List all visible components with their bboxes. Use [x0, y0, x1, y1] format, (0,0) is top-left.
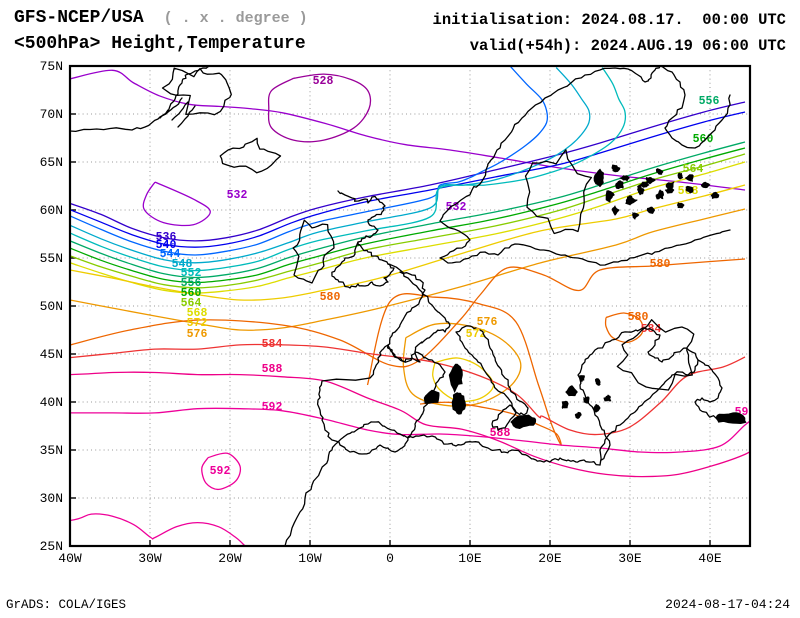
svg-text:10W: 10W [298, 551, 322, 566]
svg-text:30W: 30W [138, 551, 162, 566]
svg-text:65N: 65N [40, 155, 63, 170]
svg-text:20W: 20W [218, 551, 242, 566]
svg-text:0: 0 [386, 551, 394, 566]
svg-text:25N: 25N [40, 539, 63, 554]
svg-text:45N: 45N [40, 347, 63, 362]
svg-text:35N: 35N [40, 443, 63, 458]
svg-text:584: 584 [262, 338, 283, 351]
svg-text:588: 588 [262, 363, 283, 376]
svg-text:30E: 30E [618, 551, 642, 566]
svg-text:532: 532 [446, 201, 467, 214]
svg-text:40N: 40N [40, 395, 63, 410]
svg-text:580: 580 [650, 258, 671, 271]
svg-text:592: 592 [262, 401, 283, 414]
svg-text:50N: 50N [40, 299, 63, 314]
svg-text:556: 556 [699, 95, 720, 108]
svg-text:580: 580 [320, 291, 341, 304]
svg-text:60N: 60N [40, 203, 63, 218]
svg-text:592: 592 [210, 465, 231, 478]
svg-text:532: 532 [227, 189, 248, 202]
svg-text:20E: 20E [538, 551, 562, 566]
svg-text:10E: 10E [458, 551, 482, 566]
svg-text:576: 576 [477, 316, 498, 329]
svg-text:75N: 75N [40, 59, 63, 74]
svg-text:576: 576 [187, 328, 208, 341]
svg-text:55N: 55N [40, 251, 63, 266]
svg-text:528: 528 [313, 75, 334, 88]
svg-text:70N: 70N [40, 107, 63, 122]
svg-text:564: 564 [683, 163, 704, 176]
svg-text:30N: 30N [40, 491, 63, 506]
svg-text:40E: 40E [698, 551, 722, 566]
